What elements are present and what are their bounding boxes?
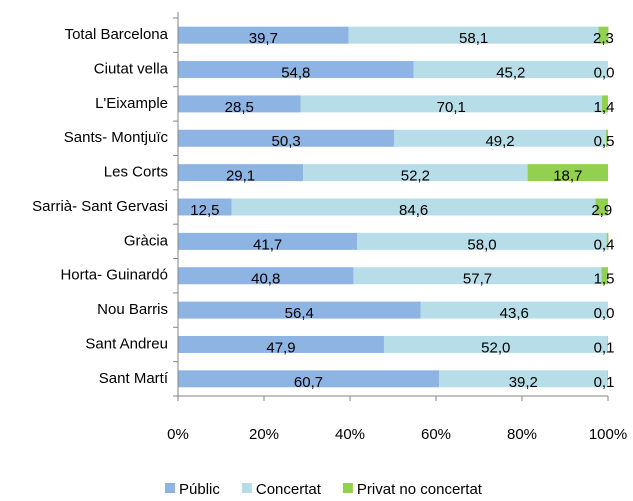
bar-segment xyxy=(353,267,602,285)
value-label: 40,8 xyxy=(251,271,280,288)
value-label: 12,5 xyxy=(190,202,219,219)
value-label: 41,7 xyxy=(253,236,282,253)
value-label: 58,1 xyxy=(459,30,488,47)
bar-segment xyxy=(394,129,606,147)
value-label: 70,1 xyxy=(437,99,466,116)
bar-segment xyxy=(178,370,440,388)
bar-segment xyxy=(178,164,304,182)
value-label: 2,9 xyxy=(591,202,612,219)
value-label: 49,2 xyxy=(485,133,514,150)
legend-label: Públic xyxy=(179,481,220,498)
value-label: 39,2 xyxy=(509,374,538,391)
bar-segment xyxy=(601,267,608,285)
category-label: L'Eixample xyxy=(95,95,168,112)
bar-segment xyxy=(178,267,354,285)
bar-segment xyxy=(300,95,602,113)
category-label: Sant Martí xyxy=(99,370,169,387)
value-label: 1,5 xyxy=(594,271,615,288)
x-tick-label: 100% xyxy=(589,426,627,443)
category-label: Sarrià- Sant Gervasi xyxy=(32,198,168,215)
bar-segment xyxy=(231,198,596,216)
bar-segment xyxy=(303,164,528,182)
value-label: 58,0 xyxy=(467,236,496,253)
category-label: Ciutat vella xyxy=(94,61,169,78)
category-label: Sant Andreu xyxy=(85,335,168,352)
value-label: 0,0 xyxy=(594,305,615,322)
category-label: Sants- Montjuïc xyxy=(64,129,169,146)
category-label: Gràcia xyxy=(124,232,169,249)
bar-segment xyxy=(178,198,232,216)
value-label: 39,7 xyxy=(249,30,278,47)
value-label: 29,1 xyxy=(226,168,255,185)
bar-segment xyxy=(420,301,608,319)
bar-segment xyxy=(178,232,358,250)
x-tick-label: 60% xyxy=(421,426,451,443)
bar-segment xyxy=(178,26,349,44)
x-tick-label: 20% xyxy=(249,426,279,443)
legend-label: Privat no concertat xyxy=(357,481,483,498)
legend-swatch xyxy=(165,483,175,493)
value-label: 0,1 xyxy=(594,339,615,356)
x-tick-label: 0% xyxy=(167,426,189,443)
value-label: 0,5 xyxy=(594,133,615,150)
legend-swatch xyxy=(342,483,353,493)
bar-segment xyxy=(178,301,421,319)
value-label: 0,0 xyxy=(594,65,615,82)
bar-segment xyxy=(601,95,608,113)
category-label: Horta- Guinardó xyxy=(60,267,168,284)
x-tick-label: 80% xyxy=(507,426,537,443)
bar-segment xyxy=(348,26,599,44)
category-label: Les Corts xyxy=(104,164,168,181)
value-label: 52,2 xyxy=(401,168,430,185)
value-label: 60,7 xyxy=(294,374,323,391)
value-label: 0,1 xyxy=(594,374,615,391)
bar-segment xyxy=(178,95,301,113)
bar-segment xyxy=(606,232,609,250)
value-label: 18,7 xyxy=(553,168,582,185)
legend-swatch xyxy=(241,483,252,493)
value-label: 0,4 xyxy=(594,236,615,253)
value-label: 84,6 xyxy=(399,202,428,219)
value-label: 54,8 xyxy=(281,65,310,82)
value-label: 57,7 xyxy=(463,271,492,288)
legend-label: Concertat xyxy=(256,481,322,498)
value-label: 28,5 xyxy=(225,99,254,116)
value-label: 47,9 xyxy=(266,339,295,356)
category-label: Nou Barris xyxy=(97,301,168,318)
bar-segment xyxy=(598,26,609,44)
value-label: 43,6 xyxy=(500,305,529,322)
value-label: 2,3 xyxy=(593,30,614,47)
bar-segment xyxy=(178,335,384,353)
bar-segment xyxy=(178,61,414,79)
value-label: 45,2 xyxy=(496,65,525,82)
value-label: 56,4 xyxy=(285,305,314,322)
bar-segment xyxy=(383,335,608,353)
bar-segment xyxy=(595,198,608,216)
bar-segment xyxy=(527,164,608,182)
value-label: 1,4 xyxy=(594,99,615,116)
bar-segment xyxy=(605,129,608,147)
x-tick-label: 40% xyxy=(335,426,365,443)
value-label: 52,0 xyxy=(481,339,510,356)
bar-segment xyxy=(178,129,395,147)
bar-segment xyxy=(357,232,607,250)
category-label: Total Barcelona xyxy=(65,26,169,43)
bar-segment xyxy=(439,370,608,388)
bar-segment xyxy=(413,61,608,79)
value-label: 50,3 xyxy=(272,133,301,150)
